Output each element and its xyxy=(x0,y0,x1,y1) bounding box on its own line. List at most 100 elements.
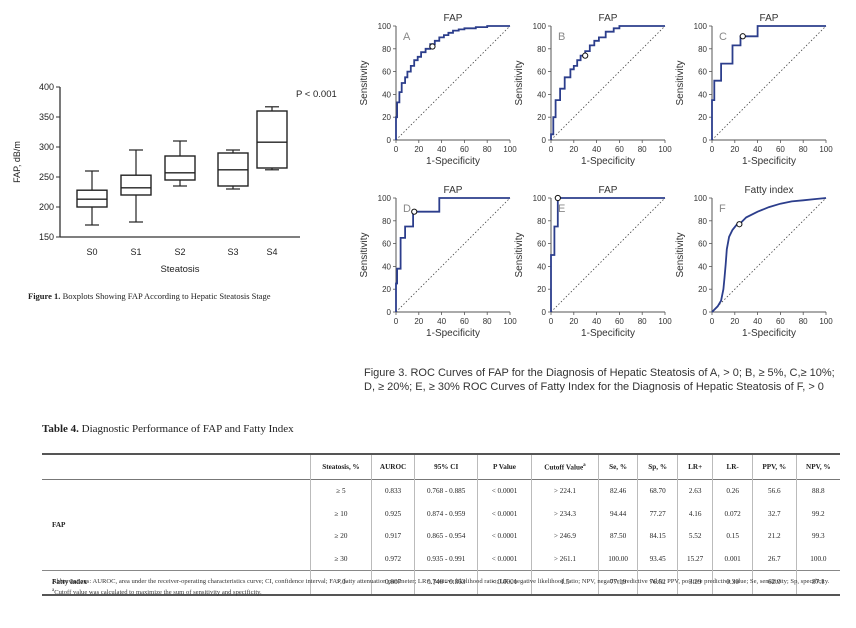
header-p: P Value xyxy=(476,454,532,480)
box xyxy=(256,110,288,169)
cell-ppv: 26.7 xyxy=(751,547,797,571)
cutoff-point xyxy=(739,33,746,40)
header-lrp: LR+ xyxy=(676,454,713,480)
cell-cutoff: > 234.3 xyxy=(531,502,599,525)
reference-diagonal xyxy=(395,197,511,313)
cell-lrp: 3.29 xyxy=(676,570,713,595)
y-tick-label: 100 xyxy=(694,22,708,31)
y-tick-label: 80 xyxy=(537,45,546,54)
cell-ci: 0.874 - 0.959 xyxy=(414,502,478,525)
cell-ppv: 32.7 xyxy=(751,502,797,525)
table4-header-row: Steatosis, % AUROC 95% CI P Value Cutoff… xyxy=(42,454,840,480)
cell-lrp: 15.27 xyxy=(676,547,713,571)
y-tick-label: 20 xyxy=(537,113,546,122)
y-tick-label: 80 xyxy=(698,45,707,54)
group-label-fatty-index: Fatty index xyxy=(52,578,87,587)
x-tick-label: 80 xyxy=(638,317,647,326)
y-tick-label: 0 xyxy=(703,308,708,317)
header-se: Se, % xyxy=(597,454,638,480)
cell-steatosis: ≥ 5 xyxy=(310,479,372,503)
x-tick-label: 0 xyxy=(394,145,399,154)
cell-auroc: 0.972 xyxy=(370,547,415,571)
cell-steatosis: ≥ 20 xyxy=(310,525,372,548)
cell-sp: 84.15 xyxy=(637,525,678,548)
box xyxy=(120,174,152,196)
cell-p: < 0.0001 xyxy=(476,525,532,548)
cell-auroc: 0.833 xyxy=(370,479,415,503)
y-tick-label: 0 xyxy=(542,136,547,145)
x-tick-label: 60 xyxy=(776,317,785,326)
table4-title-label: Table 4. xyxy=(42,423,79,435)
cell-lrp: 2.63 xyxy=(676,479,713,503)
panel-letter: E xyxy=(558,203,565,215)
x-tick-label: 0 xyxy=(549,145,554,154)
x-tick-label: 40 xyxy=(437,317,446,326)
cell-ci: 0.740 - 0.863 xyxy=(414,570,478,595)
x-axis-label: 1-Specificity xyxy=(581,328,635,339)
x-tick-label: 80 xyxy=(483,317,492,326)
y-tick-label: 20 xyxy=(537,285,546,294)
header-cutoff: Cutoff Valuea xyxy=(531,454,599,480)
x-tick-label: 0 xyxy=(549,317,554,326)
x-tick-label: 100 xyxy=(503,317,517,326)
cell-p: < 0.0001 xyxy=(476,547,532,571)
y-tick-label: 80 xyxy=(537,217,546,226)
y-tick-label: 60 xyxy=(382,240,391,249)
x-axis-label: 1-Specificity xyxy=(742,328,796,339)
y-tick-label: 40 xyxy=(698,262,707,271)
cell-se: 82.46 xyxy=(597,479,638,503)
table-row: ≥ 20 0.917 0.865 - 0.954 < 0.0001 > 246.… xyxy=(42,525,840,548)
y-tick-label: 400 xyxy=(39,82,54,92)
y-tick-label: 40 xyxy=(537,90,546,99)
table4-footnotes: Abbreviations: AUROC, area under the rec… xyxy=(52,578,842,597)
panel-letter: D xyxy=(403,203,411,215)
y-tick-label: 60 xyxy=(537,68,546,77)
y-tick-label: 0 xyxy=(542,308,547,317)
reference-diagonal xyxy=(550,25,666,141)
y-tick-label: 80 xyxy=(382,217,391,226)
y-tick-label: 200 xyxy=(39,202,54,212)
panel-title: FAP xyxy=(760,13,779,24)
footnote-a: aCutoff value was calculated to maximize… xyxy=(52,587,842,598)
cutoff-point xyxy=(554,194,561,202)
panel-title: FAP xyxy=(444,185,463,196)
x-tick-label: 60 xyxy=(460,145,469,154)
y-tick-label: 0 xyxy=(387,136,392,145)
cell-lrn: 0.15 xyxy=(712,525,753,548)
cutoff-point xyxy=(736,221,743,228)
x-tick-label: 100 xyxy=(658,145,672,154)
figure3-caption: Figure 3. ROC Curves of FAP for the Diag… xyxy=(364,367,835,393)
p-value-annotation: P < 0.001 xyxy=(296,89,337,100)
y-tick-label: 100 xyxy=(694,194,708,203)
y-tick-label: 250 xyxy=(39,172,54,182)
footnote-abbreviations: Abbreviations: AUROC, area under the rec… xyxy=(52,578,830,585)
header-npv: NPV, % xyxy=(795,454,840,480)
y-tick-label: 350 xyxy=(39,112,54,122)
x-tick-label: S2 xyxy=(174,247,185,257)
x-tick-label: 40 xyxy=(592,317,601,326)
x-tick-label: 80 xyxy=(799,145,808,154)
y-tick-label: 300 xyxy=(39,142,54,152)
roc-curve xyxy=(395,25,510,140)
cell-se: 100.00 xyxy=(597,547,638,571)
x-tick-label: 20 xyxy=(414,317,423,326)
cell-npv: 100.0 xyxy=(795,547,840,571)
y-tick-label: 60 xyxy=(698,68,707,77)
cell-lrp: 4.16 xyxy=(676,502,713,525)
roc-curve xyxy=(711,25,826,140)
cell-npv: 99.2 xyxy=(795,502,840,525)
reference-diagonal xyxy=(550,197,666,313)
header-ci: 95% CI xyxy=(414,454,478,480)
cell-npv: 87.1 xyxy=(795,570,840,595)
cell-lrp: 5.52 xyxy=(676,525,713,548)
cell-p: < 0.0001 xyxy=(476,479,532,503)
cell-ci: 0.865 - 0.954 xyxy=(414,525,478,548)
figure1-caption: Figure 1. Boxplots Showing FAP According… xyxy=(28,291,271,301)
y-tick-label: 40 xyxy=(382,90,391,99)
x-tick-label: 0 xyxy=(710,317,715,326)
y-axis-label: Sensitivity xyxy=(675,60,686,105)
cell-sp: 77.27 xyxy=(637,502,678,525)
cell-cutoff: 1.5 xyxy=(531,570,599,595)
y-axis-label: Sensitivity xyxy=(675,232,686,277)
x-tick-label: S0 xyxy=(86,247,97,257)
